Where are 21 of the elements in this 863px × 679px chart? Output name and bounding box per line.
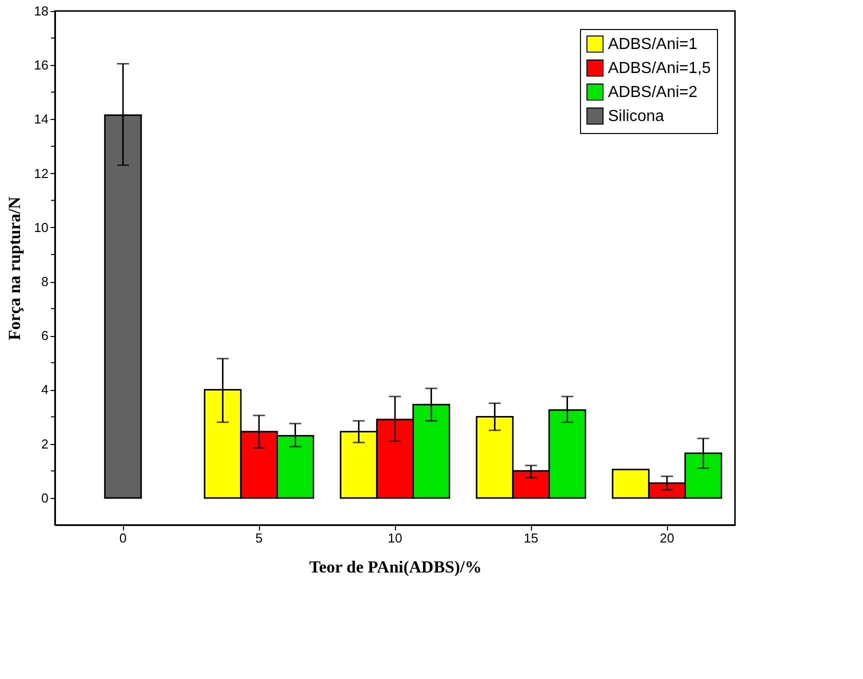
y-tick-label: 8 (41, 274, 48, 290)
y-tick-label: 12 (34, 166, 48, 181)
y-tick-label: 14 (34, 112, 48, 127)
x-tick-label: 0 (119, 530, 127, 546)
legend-label: ADBS/Ani=1 (608, 36, 698, 53)
legend-label: ADBS/Ani=2 (608, 84, 698, 101)
x-axis-title: Teor de PAni(ADBS)/% (309, 558, 482, 576)
y-axis-title: Força na ruptura/N (5, 196, 24, 340)
y-tick-label: 0 (41, 490, 48, 506)
y-tick-label: 6 (41, 328, 48, 344)
x-tick-label: 5 (255, 530, 263, 546)
x-tick-label: 10 (388, 530, 402, 546)
y-tick-label: 18 (34, 4, 48, 18)
y-tick-label: 2 (41, 436, 48, 452)
x-tick-label: 20 (660, 530, 674, 546)
legend-label: ADBS/Ani=1,5 (608, 60, 711, 77)
y-tick-label: 4 (41, 382, 48, 398)
x-tick-label: 15 (524, 530, 538, 546)
y-tick-label: 10 (34, 220, 48, 235)
y-tick-label: 16 (34, 58, 48, 73)
legend-label: Silicona (608, 108, 664, 125)
